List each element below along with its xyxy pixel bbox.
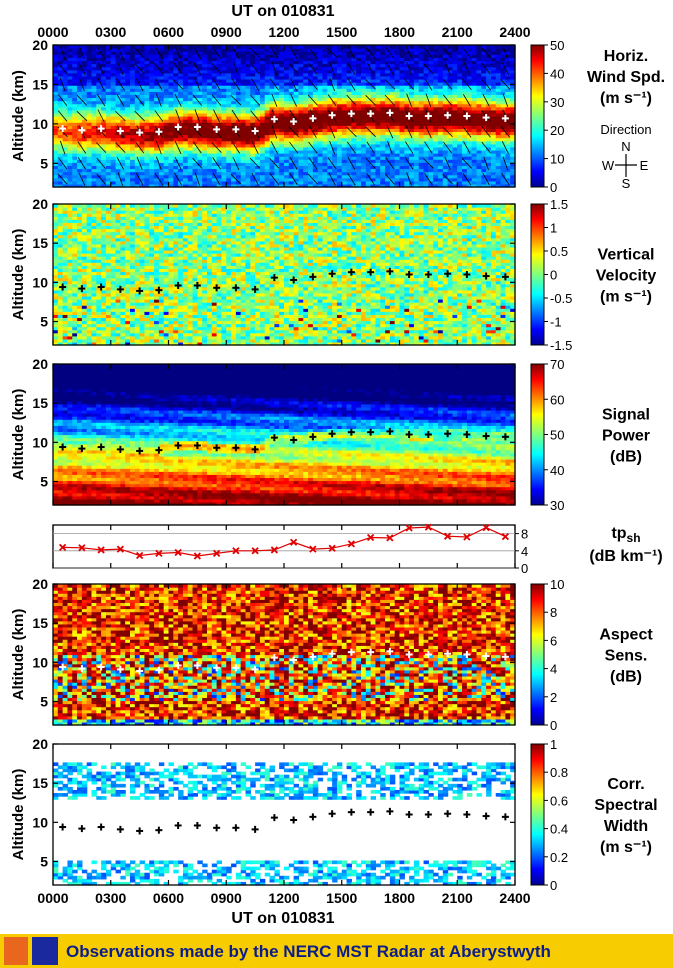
colorbar-tick-label: 40 [550,66,564,81]
direction-legend-south: S [622,176,631,191]
panel-title-line: Horiz. [604,48,648,65]
y-tick-label: 15 [32,76,48,92]
x-tick-label-top: 0300 [95,24,126,40]
horiz-wind-colorbar [531,45,544,187]
x-tick-label-top: 1500 [326,24,357,40]
panel-vertical-velocity: 5101520Altitude (km)-1.5-1-0.500.511.5Ve… [10,196,656,353]
x-tick-label-top: 1800 [384,24,415,40]
direction-legend-east: E [640,158,649,173]
colorbar-tick-label: 50 [550,38,564,53]
y-tick-label: 5 [40,155,48,171]
colorbar-tick-label: 20 [550,123,564,138]
x-tick-label-top: 2400 [499,24,530,40]
vertical-velocity-heatmap-cells [53,204,516,346]
panel-title-line: (m s⁻¹) [600,90,652,107]
direction-legend-west: W [602,158,615,173]
x-tick-label-top: 2100 [442,24,473,40]
x-tick-label-top: 1200 [268,24,299,40]
direction-legend-title: Direction [600,122,651,137]
colorbar-tick-label: 30 [550,95,564,110]
horiz-wind-heatmap-cells [53,45,516,188]
direction-legend-north: N [621,139,630,154]
colorbar-tick-label: 10 [550,152,564,167]
y-tick-label: 10 [32,116,48,132]
x-tick-label-top: 0000 [37,24,68,40]
x-tick-label-top: 0600 [153,24,184,40]
y-axis-label: Altitude (km) [10,70,27,162]
colorbar-tick-label: 0 [550,180,557,195]
panel-title-line: Wind Spd. [587,69,665,86]
x-tick-label-top: 0900 [211,24,242,40]
